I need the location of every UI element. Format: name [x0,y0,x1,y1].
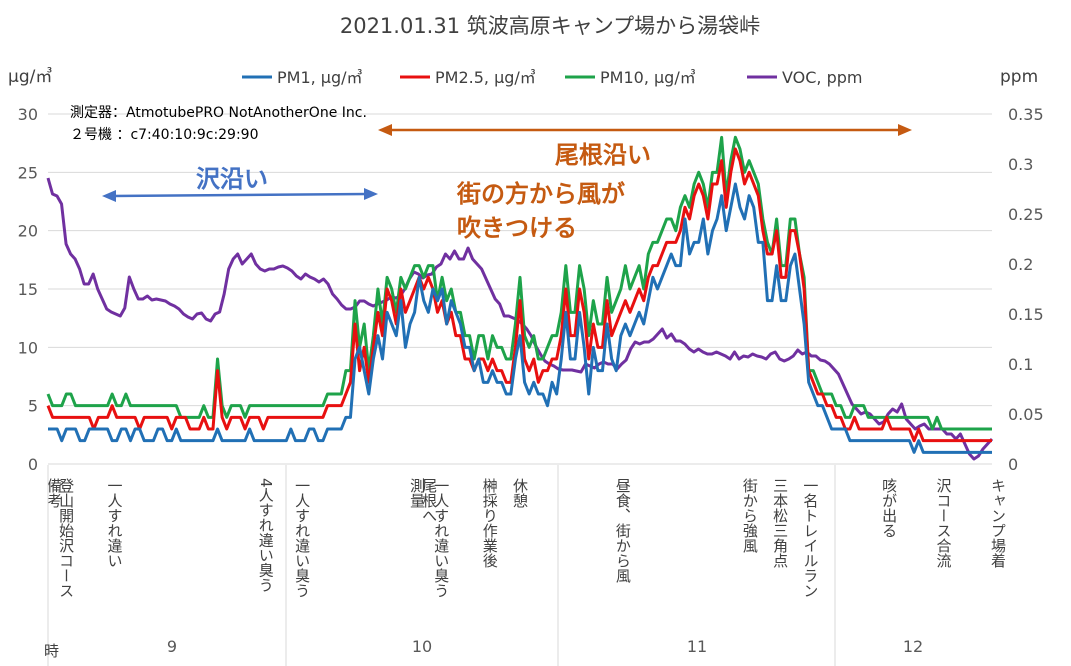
legend-label: PM1, μg/㎥ [277,68,363,87]
event-label: キャンプ場着 [989,478,1007,568]
right-tick-label: 0.1 [1008,355,1033,374]
left-tick-label: 5 [28,397,38,416]
sawazoi-arrow [102,188,378,202]
hour-label: 12 [903,637,923,656]
event-label: 一名トレイルラン [801,478,819,598]
event-label: 測量 [408,478,426,508]
right-tick-label: 0.25 [1008,205,1044,224]
series-lines [46,135,994,461]
series-line-voc [46,177,994,461]
onezoi-arrow [378,124,912,136]
right-tick-label: 0 [1008,455,1018,474]
wind-label-line2: 吹きつける [457,214,577,242]
right-tick-label: 0.05 [1008,405,1044,424]
event-label: 沢コース合流 [935,478,953,569]
left-tick-label: 10 [18,338,38,357]
event-label: 備考 [45,478,63,508]
right-tick-label: 0.3 [1008,155,1033,174]
legend-label: VOC, ppm [782,68,863,87]
left-tick-label: 15 [18,280,38,299]
device-info-line2: ２号機 ：c7:40:10:9c:29:90 [70,127,259,143]
right-axis-unit: ppm [1000,67,1038,87]
event-label: 一人すれ違い [106,478,124,568]
right-tick-label: 0.35 [1008,105,1044,124]
right-tick-label: 0.15 [1008,305,1044,324]
event-label: 咳が出る [880,478,898,538]
event-label: 尾根へ [420,478,438,523]
hour-label: 11 [687,637,707,656]
left-axis-unit: μg/㎥ [8,67,52,87]
chart-title: 2021.01.31 筑波高原キャンプ場から湯袋峠 [340,14,760,38]
wind-label-line1: 街の方から風が [456,180,625,208]
device-info-line1: 測定器：AtmotubePRO NotAnotherOne Inc. [70,105,367,121]
series-line-pm10 [46,135,992,431]
event-label: 一人すれ違い臭う [293,478,311,598]
hour-axis-label: 時 [44,642,59,660]
series-line-pm25 [46,147,992,443]
event-label: 登山開始沢コース [57,478,75,598]
event-label: 三本松三角点 [771,478,789,568]
sawazoi-label: 沢沿い [196,165,268,193]
right-tick-label: 0.2 [1008,255,1033,274]
left-tick-label: 20 [18,222,38,241]
event-label: 一人すれ違い臭う [432,478,450,598]
legend: PM1, μg/㎥ PM2.5, μg/㎥ PM10, μg/㎥ VOC, ppm [242,68,863,87]
left-tick-label: 30 [18,105,38,124]
hour-axis: 9 10 11 12 [47,465,923,666]
left-tick-label: 0 [28,455,38,474]
hour-label: 9 [167,637,177,656]
legend-label: PM2.5, μg/㎥ [435,68,536,87]
legend-label: PM10, μg/㎥ [600,68,696,87]
event-label: 4人すれ違い臭う [257,478,275,593]
series-line-pm1 [48,182,992,454]
event-label: 昼食、街から風 [614,478,632,584]
left-tick-label: 25 [18,163,38,182]
event-label: 街から強風 [741,478,759,554]
left-tick-labels: 0 5 10 15 20 25 30 [18,105,38,474]
right-tick-labels: 0 0.05 0.1 0.15 0.2 0.25 0.3 0.35 [1008,105,1044,474]
event-label: 休憩 [511,478,529,508]
onezoi-label: 尾根沿い [555,141,651,169]
hour-label: 10 [412,637,432,656]
event-label: 榊採り作業後 [481,478,499,568]
